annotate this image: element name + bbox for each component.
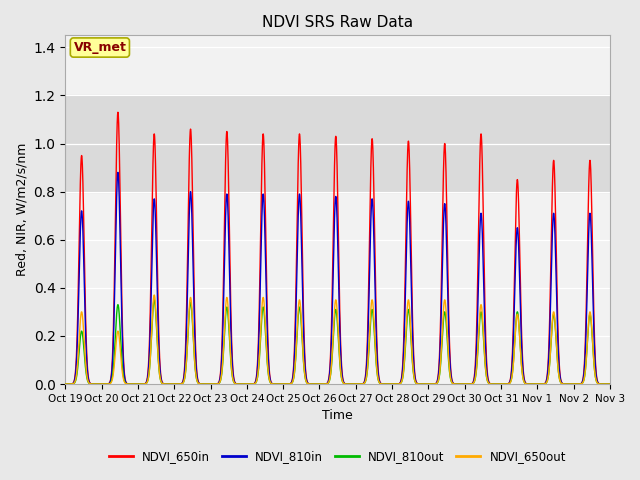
Y-axis label: Red, NIR, W/m2/s/nm: Red, NIR, W/m2/s/nm [15, 143, 28, 276]
Legend: NDVI_650in, NDVI_810in, NDVI_810out, NDVI_650out: NDVI_650in, NDVI_810in, NDVI_810out, NDV… [104, 446, 571, 468]
Bar [65, 96, 610, 192]
Text: VR_met: VR_met [74, 41, 126, 54]
Title: NDVI SRS Raw Data: NDVI SRS Raw Data [262, 15, 413, 30]
X-axis label: Time: Time [322, 409, 353, 422]
